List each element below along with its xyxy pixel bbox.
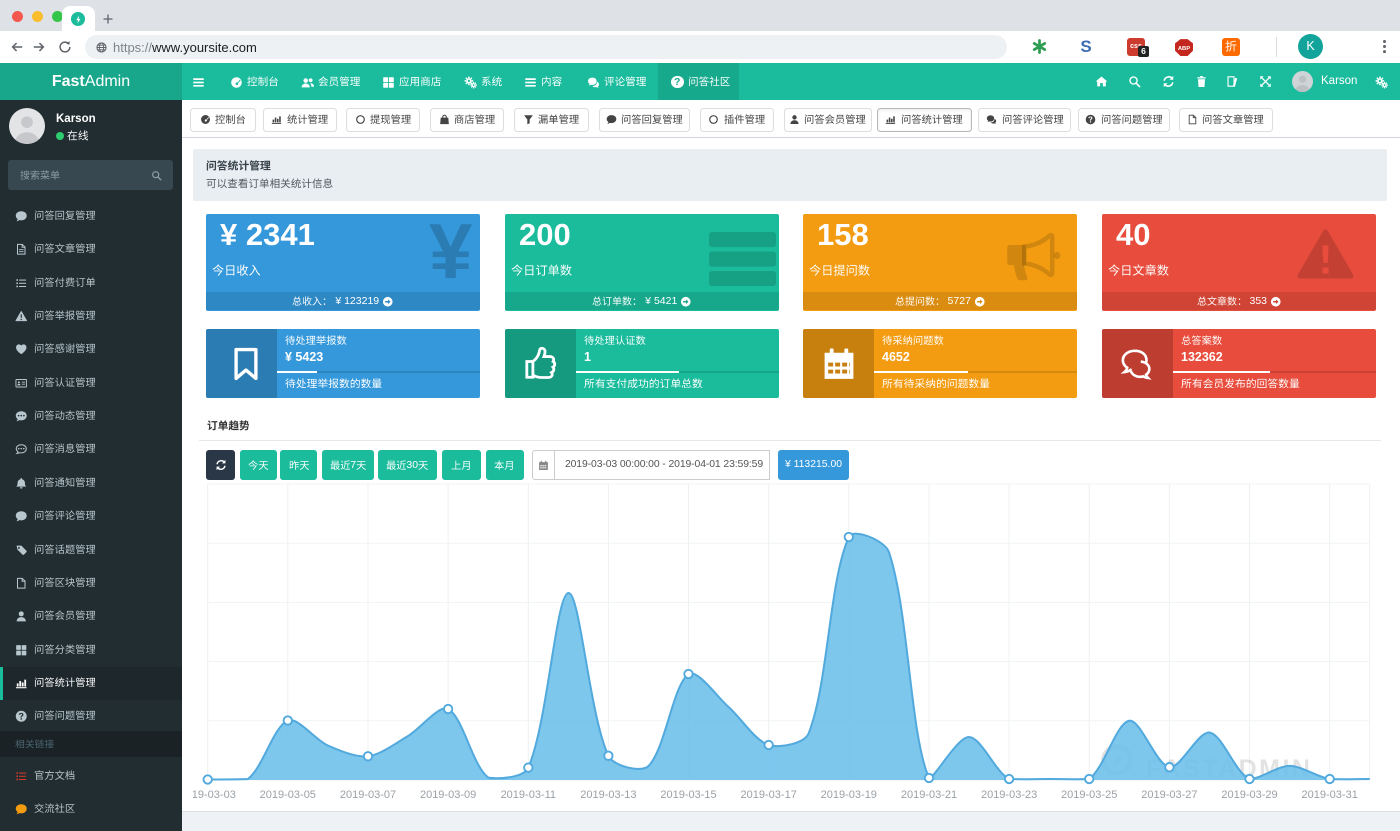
svg-text:2019-03-21: 2019-03-21 [901, 789, 957, 801]
svg-text:2019-03-09: 2019-03-09 [420, 789, 476, 801]
svg-text:2019-03-17: 2019-03-17 [741, 789, 797, 801]
svg-text:2019-03-29: 2019-03-29 [1221, 789, 1277, 801]
svg-text:2019-03-23: 2019-03-23 [981, 789, 1037, 801]
svg-text:2019-03-31: 2019-03-31 [1302, 789, 1358, 801]
svg-text:2019-03-05: 2019-03-05 [260, 789, 316, 801]
svg-text:2019-03-25: 2019-03-25 [1061, 789, 1117, 801]
svg-text:2019-03-27: 2019-03-27 [1141, 789, 1197, 801]
svg-text:2019-03-15: 2019-03-15 [660, 789, 716, 801]
svg-text:2019-03-03: 2019-03-03 [193, 789, 236, 801]
svg-text:2019-03-13: 2019-03-13 [580, 789, 636, 801]
svg-text:2019-03-11: 2019-03-11 [501, 789, 556, 801]
svg-text:ABP: ABP [1178, 46, 1190, 52]
svg-text:2019-03-07: 2019-03-07 [340, 789, 396, 801]
svg-text:2019-03-19: 2019-03-19 [821, 789, 877, 801]
